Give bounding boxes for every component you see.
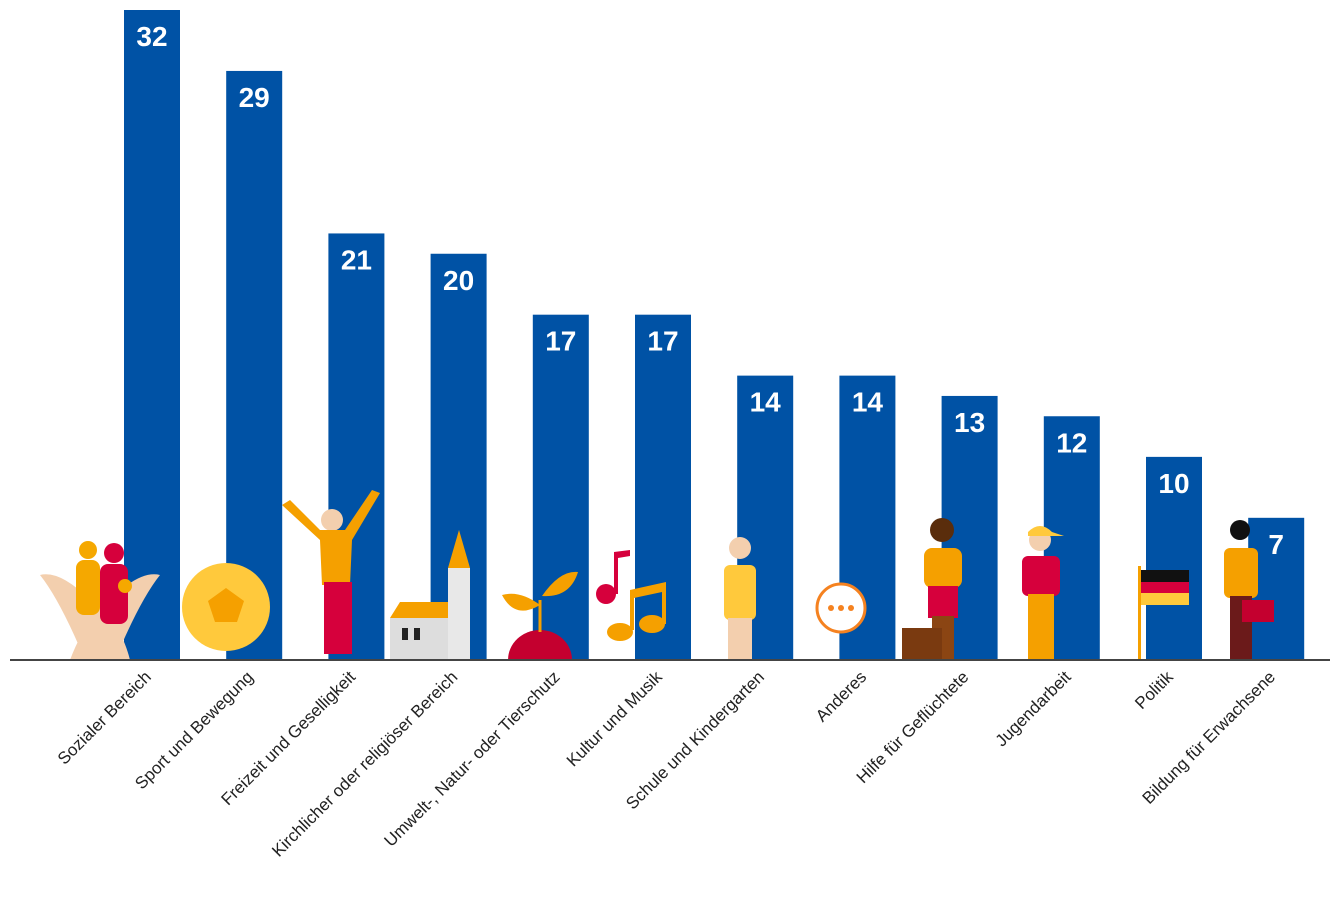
x-tick-label: Sozialer Bereich xyxy=(54,667,155,768)
plant-icon xyxy=(542,571,578,597)
plant-icon xyxy=(508,630,572,660)
x-tick-label: Kultur und Musik xyxy=(563,667,666,770)
person-icon xyxy=(79,541,97,559)
person-icon xyxy=(728,618,752,660)
value-label: 20 xyxy=(443,265,474,296)
note-icon xyxy=(614,550,630,594)
person-icon xyxy=(1028,526,1064,536)
briefcase-icon xyxy=(1242,600,1274,622)
plant-icon xyxy=(502,593,540,611)
x-tick-label: Kirchlicher oder religiöser Bereich xyxy=(268,667,461,860)
x-tick-label: Politik xyxy=(1131,667,1177,713)
more-icon xyxy=(838,605,844,611)
value-label: 13 xyxy=(954,407,985,438)
x-tick-label: Hilfe für Geflüchtete xyxy=(853,667,973,787)
person-icon xyxy=(282,490,380,585)
value-label: 14 xyxy=(852,387,884,418)
value-label: 17 xyxy=(545,326,576,357)
person-icon xyxy=(724,565,756,620)
bar xyxy=(226,70,283,660)
note-icon xyxy=(596,584,616,604)
value-label: 7 xyxy=(1268,529,1284,560)
note-icon xyxy=(630,582,666,630)
person-icon xyxy=(930,518,954,542)
icons xyxy=(40,490,1274,660)
person-icon xyxy=(100,564,128,624)
church-icon xyxy=(448,568,470,660)
flag-icon xyxy=(1141,582,1189,593)
ball-icon xyxy=(208,588,244,622)
value-label: 32 xyxy=(136,21,167,52)
church-icon xyxy=(390,602,448,618)
church-icon xyxy=(414,628,420,640)
church-icon xyxy=(448,530,470,568)
value-label: 14 xyxy=(750,387,782,418)
more-icon xyxy=(828,605,834,611)
flag-icon xyxy=(1141,570,1189,582)
bar xyxy=(532,314,589,660)
person-icon xyxy=(1224,548,1258,598)
value-label: 10 xyxy=(1158,468,1189,499)
person-icon xyxy=(321,509,343,531)
person-icon xyxy=(1230,520,1250,540)
church-icon xyxy=(402,628,408,640)
suitcase-icon xyxy=(902,628,942,660)
person-icon xyxy=(924,548,962,588)
x-tick-label: Jugendarbeit xyxy=(992,667,1075,750)
more-icon xyxy=(848,605,854,611)
person-icon xyxy=(324,582,352,654)
value-label: 12 xyxy=(1056,427,1087,458)
person-icon xyxy=(1028,594,1054,660)
person-icon xyxy=(118,579,132,593)
bar xyxy=(124,10,180,660)
flag-icon xyxy=(1138,566,1141,660)
person-icon xyxy=(1022,556,1060,596)
note-icon xyxy=(639,615,665,633)
person-icon xyxy=(928,586,958,618)
value-label: 17 xyxy=(647,326,678,357)
person-icon xyxy=(76,560,100,615)
x-tick-label: Anderes xyxy=(812,667,870,725)
value-label: 29 xyxy=(239,82,270,113)
person-icon xyxy=(104,543,124,563)
person-icon xyxy=(729,537,751,559)
bar xyxy=(1146,456,1202,660)
note-icon xyxy=(607,623,633,641)
x-tick-label: Umwelt-, Natur- oder Tierschutz xyxy=(381,667,564,850)
flag-icon xyxy=(1141,593,1189,605)
value-label: 21 xyxy=(341,244,372,275)
